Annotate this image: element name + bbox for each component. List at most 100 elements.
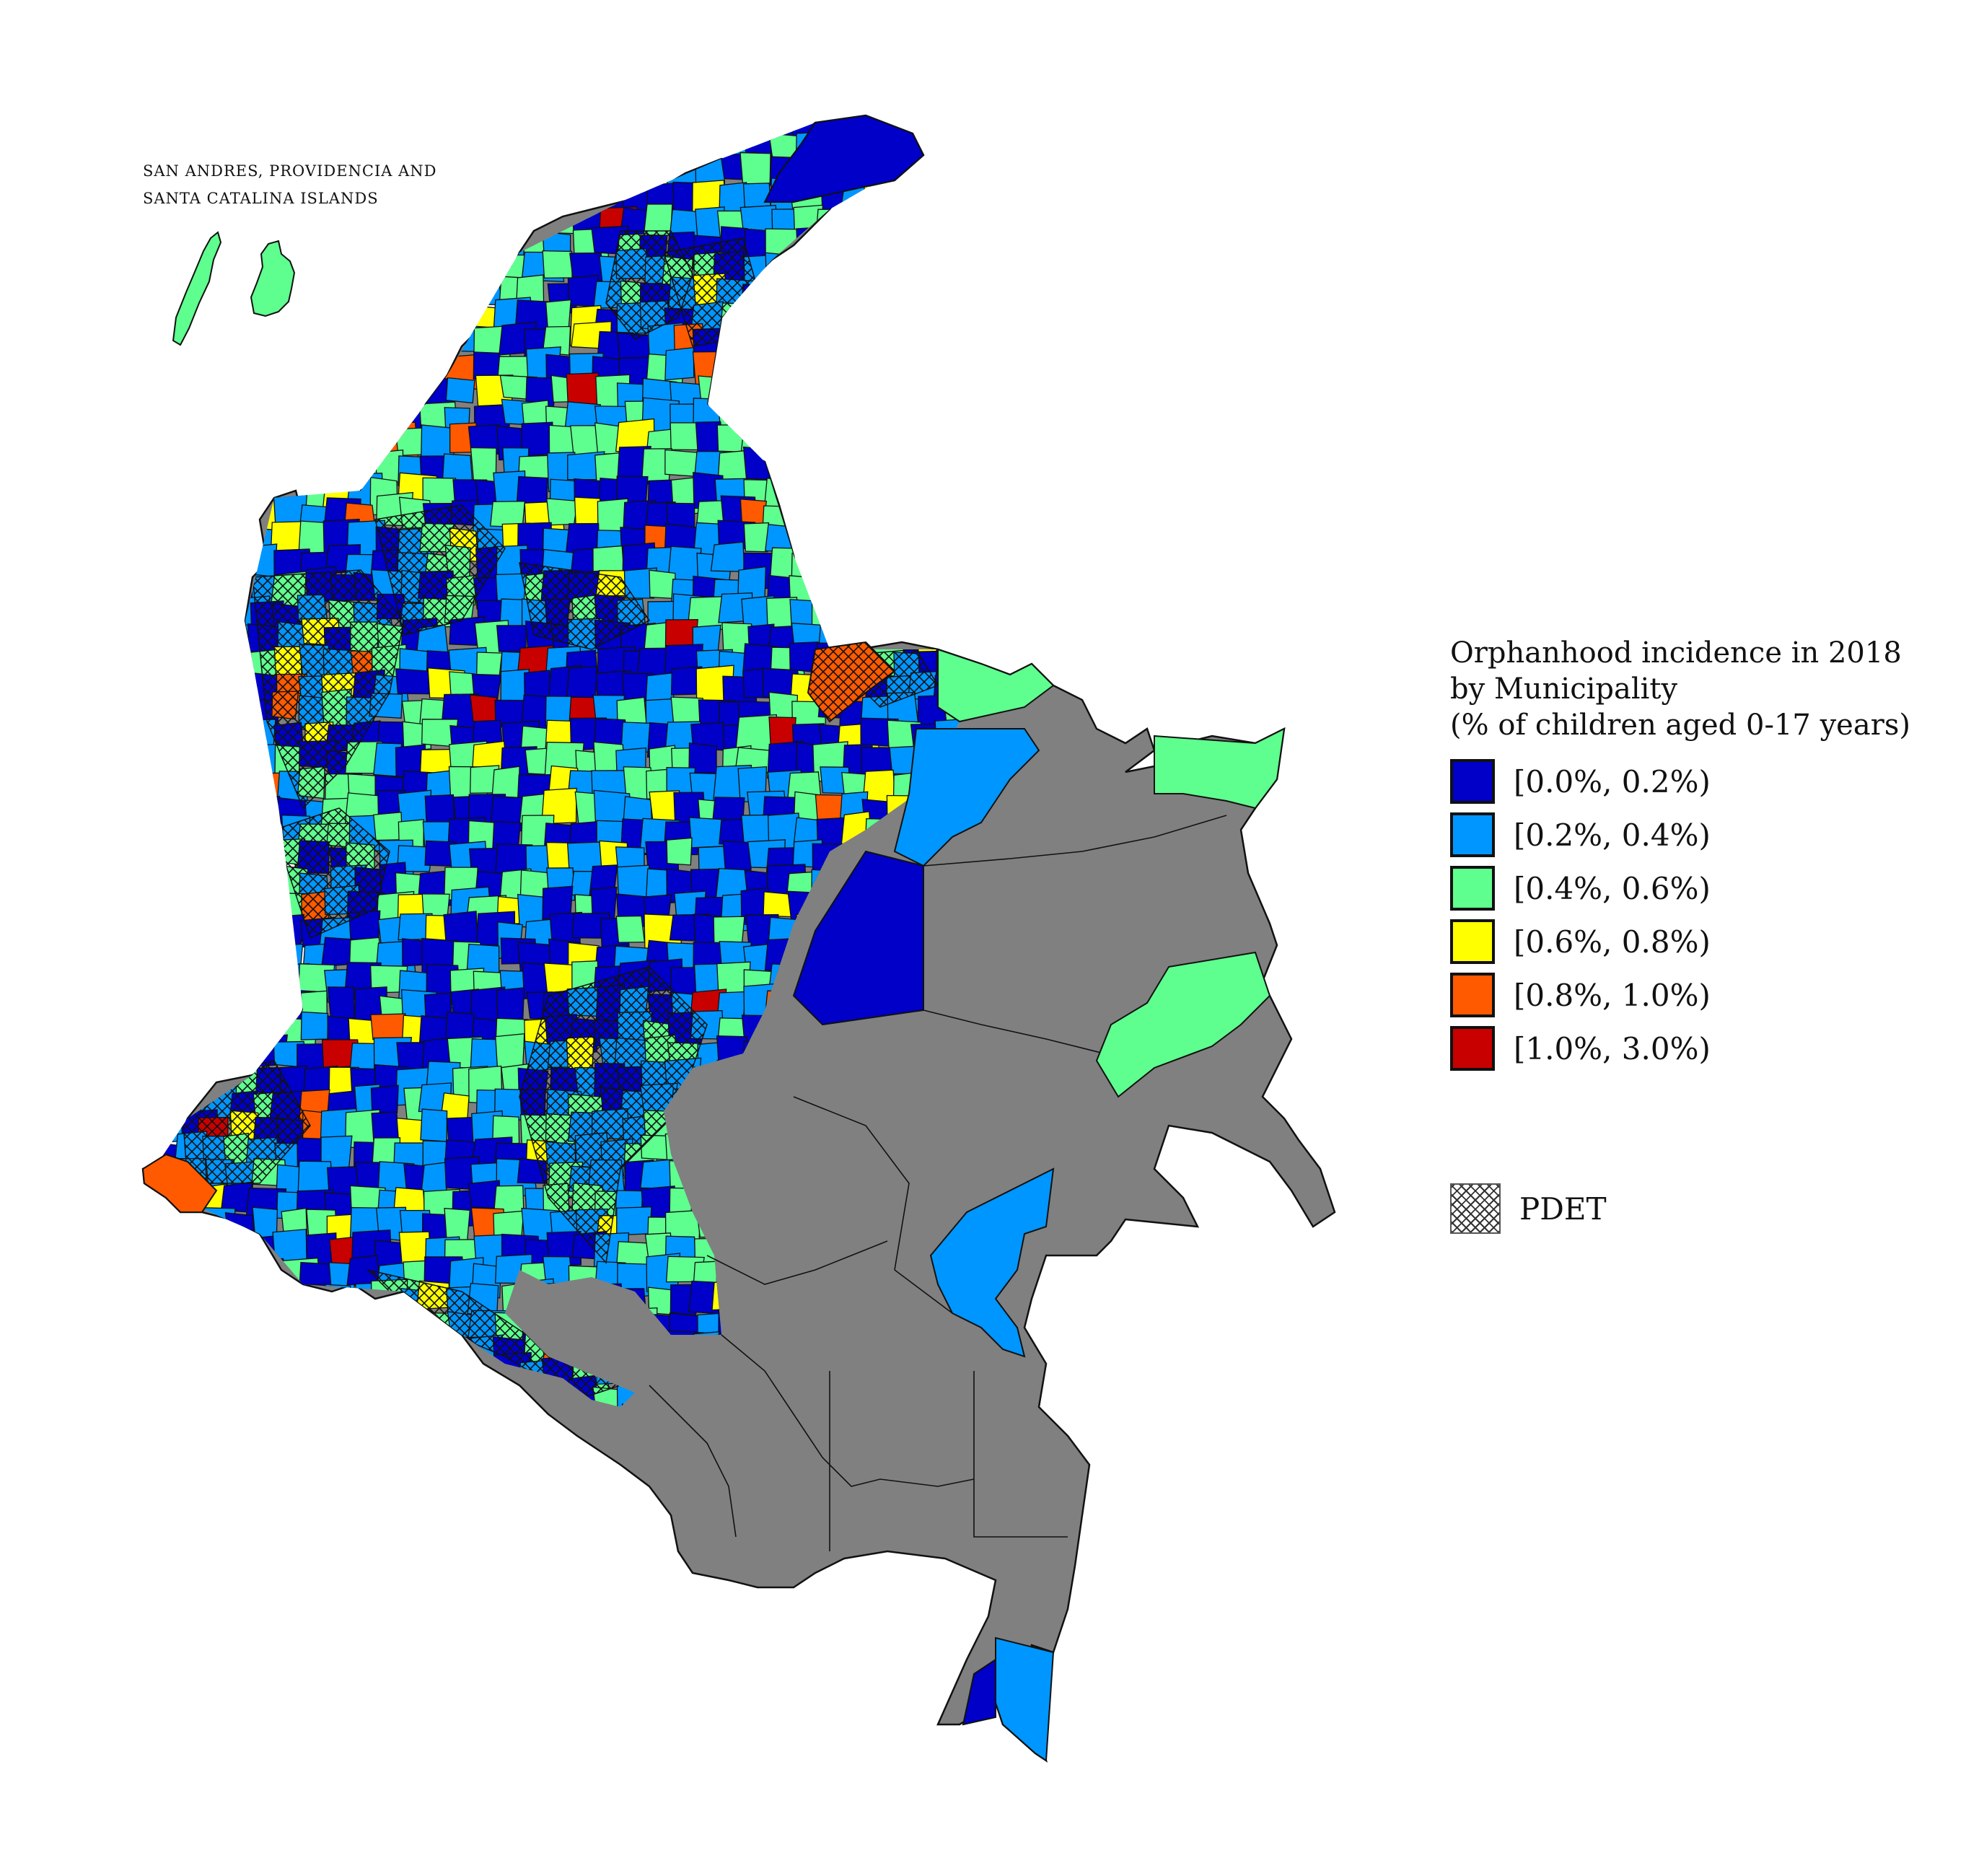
- municipality: [1037, 477, 1075, 507]
- municipality: [144, 961, 174, 1000]
- municipality: [423, 1401, 455, 1407]
- municipality: [325, 128, 359, 159]
- municipality: [326, 1382, 366, 1407]
- municipality: [985, 625, 1022, 659]
- no-data-regions: [649, 815, 1227, 1551]
- municipality: [791, 349, 831, 378]
- municipality: [144, 576, 161, 609]
- municipality: [835, 228, 869, 265]
- municipality: [224, 846, 265, 883]
- municipality: [499, 123, 526, 137]
- municipality: [229, 1388, 258, 1407]
- municipality: [178, 349, 205, 387]
- municipality: [229, 916, 263, 943]
- municipality: [670, 134, 708, 168]
- municipality: [913, 227, 944, 260]
- municipality: [329, 427, 364, 458]
- municipality: [379, 1305, 418, 1345]
- municipality: [495, 1033, 525, 1070]
- municipality: [1005, 201, 1032, 227]
- municipality: [144, 944, 170, 974]
- municipality: [592, 123, 622, 141]
- municipality: [765, 252, 793, 291]
- municipality: [818, 550, 859, 582]
- municipality: [228, 544, 257, 577]
- municipality: [251, 911, 278, 950]
- municipality: [861, 447, 897, 479]
- municipality: [811, 594, 844, 628]
- municipality: [230, 405, 263, 435]
- municipality: [174, 912, 203, 947]
- municipality: [268, 429, 302, 468]
- municipality: [176, 403, 212, 438]
- municipality: [885, 527, 922, 554]
- municipality: [864, 475, 896, 510]
- municipality: [226, 1330, 255, 1356]
- municipality: [144, 601, 157, 641]
- municipality: [595, 157, 626, 185]
- municipality: [719, 333, 755, 372]
- municipality: [150, 1012, 192, 1049]
- municipality: [328, 123, 365, 136]
- municipality: [445, 278, 478, 307]
- municipality: [144, 1116, 163, 1147]
- municipality: [253, 843, 284, 874]
- municipality: [422, 477, 457, 504]
- municipality: [202, 1430, 230, 1458]
- municipality: [249, 382, 278, 418]
- municipality: [965, 499, 1002, 540]
- municipality: [893, 495, 927, 529]
- legend-item-3: [0.6%, 0.8%): [1450, 915, 1910, 968]
- municipality: [222, 965, 260, 1004]
- municipality: [765, 382, 796, 417]
- municipality: [174, 596, 203, 630]
- municipality: [819, 302, 849, 338]
- municipality: [144, 1363, 156, 1390]
- municipality: [991, 449, 1017, 481]
- municipality: [157, 227, 193, 262]
- municipality: [468, 1403, 499, 1407]
- municipality: [742, 446, 778, 481]
- municipality: [376, 123, 411, 140]
- municipality: [420, 332, 457, 366]
- municipality: [348, 374, 383, 409]
- municipality: [981, 380, 1017, 413]
- municipality: [841, 397, 879, 431]
- municipality: [173, 553, 210, 589]
- municipality: [840, 421, 873, 454]
- municipality: [250, 543, 278, 579]
- municipality: [198, 794, 238, 830]
- municipality: [220, 1357, 259, 1384]
- municipality: [149, 719, 178, 753]
- municipality: [179, 1281, 212, 1320]
- legend-label-4: [0.8%, 1.0%): [1514, 977, 1711, 1013]
- municipality: [144, 1061, 165, 1091]
- municipality: [229, 1432, 267, 1462]
- municipality: [304, 1362, 336, 1390]
- municipality: [180, 123, 218, 145]
- municipality: [132, 1434, 165, 1468]
- legend-swatch-3: [1450, 919, 1495, 964]
- municipality: [296, 1337, 333, 1368]
- municipality: [448, 123, 486, 137]
- municipality: [911, 180, 944, 217]
- municipality: [144, 1309, 169, 1347]
- municipality: [960, 398, 998, 432]
- municipality: [176, 844, 214, 872]
- municipality: [1014, 349, 1032, 377]
- municipality: [739, 152, 771, 187]
- municipality: [297, 303, 328, 339]
- municipality: [1010, 324, 1032, 357]
- municipality: [747, 324, 782, 354]
- municipality: [206, 304, 242, 336]
- municipality: [1041, 1354, 1080, 1390]
- municipality: [154, 647, 193, 685]
- municipality: [372, 252, 399, 287]
- municipality: [786, 255, 825, 290]
- municipality: [225, 696, 255, 735]
- department-border: [894, 1269, 953, 1314]
- municipality: [202, 123, 244, 143]
- municipality: [183, 618, 214, 651]
- municipality: [664, 523, 698, 549]
- municipality: [180, 426, 215, 465]
